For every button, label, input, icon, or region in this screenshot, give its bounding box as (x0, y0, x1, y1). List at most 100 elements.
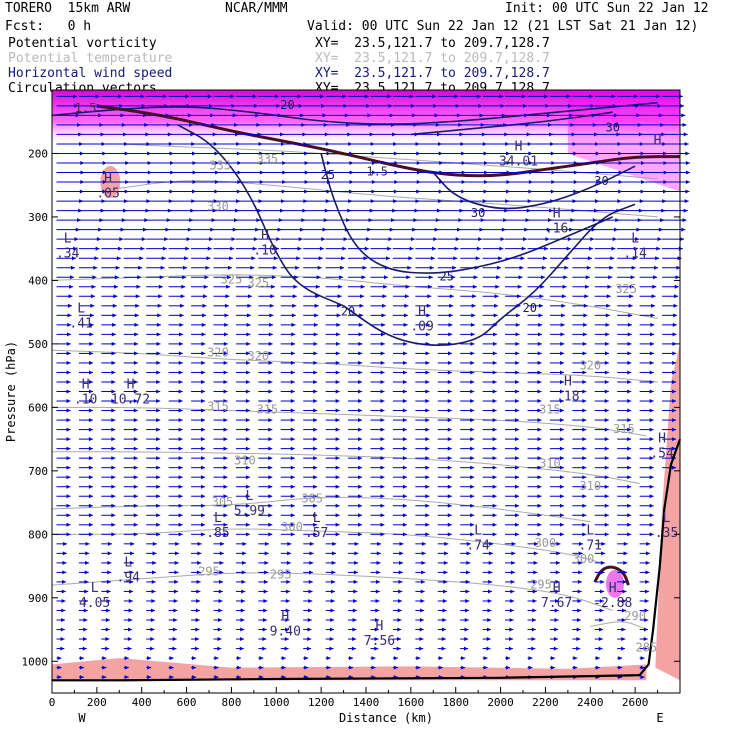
circulation-vector (392, 522, 407, 527)
circulation-vector (235, 313, 251, 318)
vector-head (62, 570, 67, 575)
vector-head (156, 399, 161, 404)
vector-head (111, 427, 116, 432)
vector-head (449, 303, 454, 308)
circulation-vector (594, 608, 604, 613)
vector-head (297, 246, 302, 251)
vector-head (224, 322, 229, 327)
vector-head (240, 608, 245, 613)
circulation-vector (572, 351, 587, 356)
circulation-vector (549, 627, 559, 632)
circulation-vector (482, 418, 497, 423)
circulation-vector (527, 446, 542, 451)
circulation-vector (101, 370, 116, 375)
vector-head (537, 465, 542, 470)
circulation-vector (146, 246, 167, 251)
vector-head (380, 465, 385, 470)
circulation-vector (549, 332, 565, 337)
vector-head (649, 370, 654, 375)
vector-head (441, 646, 446, 651)
vector-head (313, 322, 318, 327)
vector-head (133, 418, 138, 423)
circulation-vector (78, 446, 93, 451)
vector-head (174, 570, 179, 575)
circulation-vector (437, 265, 457, 270)
vector-head (650, 322, 655, 327)
circulation-vector (348, 303, 364, 308)
vector-head (425, 408, 430, 413)
vector-head (63, 541, 68, 546)
circulation-vector (168, 608, 178, 613)
vector-head (290, 513, 295, 518)
vector-head (326, 656, 331, 661)
circulation-vector (280, 313, 296, 318)
circulation-vector (348, 465, 363, 470)
circulation-vector (437, 475, 452, 480)
vector-head (107, 570, 112, 575)
vector-head (158, 294, 163, 299)
circulation-vector (370, 103, 393, 108)
vector-head (195, 627, 200, 632)
vector-head (88, 503, 93, 508)
circulation-vector (392, 408, 407, 413)
vector-head (263, 598, 268, 603)
circulation-vector (527, 313, 543, 318)
circulation-vector (549, 570, 560, 575)
circulation-vector (460, 379, 475, 384)
circulation-vector (56, 246, 78, 251)
circulation-vector (594, 522, 609, 527)
circulation-vector (549, 437, 564, 442)
circulation-vector (325, 94, 347, 99)
circulation-vector (280, 465, 295, 470)
vector-head (627, 389, 632, 394)
circulation-vector (191, 494, 206, 499)
circulation-vector (303, 532, 318, 537)
circulation-vector (235, 341, 251, 346)
vector-head (152, 551, 157, 556)
vector-head (358, 418, 363, 423)
circulation-vector (235, 113, 260, 118)
circulation-vector (168, 341, 183, 346)
circulation-vector (56, 418, 71, 423)
circulation-vector (325, 218, 351, 223)
circulation-vector (482, 208, 509, 213)
vector-head (270, 294, 275, 299)
vector-head (220, 541, 225, 546)
vector-head (426, 303, 431, 308)
vector-head (359, 313, 364, 318)
circulation-vector (505, 341, 520, 346)
vector-head (245, 503, 250, 508)
circulation-vector (594, 618, 604, 623)
vector-head (537, 360, 542, 365)
circulation-vector (392, 560, 403, 565)
vector-head (263, 579, 268, 584)
circulation-vector (191, 551, 202, 556)
vector-head (508, 646, 513, 651)
circulation-vector (392, 446, 407, 451)
vector-head (464, 637, 469, 642)
circulation-vector (258, 370, 273, 375)
circulation-vector (460, 589, 470, 594)
vector-head (598, 646, 603, 651)
circulation-vector (594, 313, 610, 318)
circulation-vector (549, 608, 559, 613)
vector-head (384, 265, 389, 270)
vector-head (559, 408, 564, 413)
circulation-vector (527, 418, 542, 423)
circulation-vector (348, 256, 368, 261)
circulation-vector (123, 437, 138, 442)
circulation-vector (594, 294, 611, 299)
vector-head (364, 94, 369, 99)
vector-head (402, 446, 407, 451)
circulation-vector (280, 218, 306, 223)
vector-head (577, 608, 582, 613)
circulation-vector (146, 351, 161, 356)
circulation-vector (639, 589, 649, 594)
circulation-vector (594, 637, 603, 642)
circulation-vector (78, 322, 94, 327)
circulation-vector (572, 522, 587, 527)
circulation-vector (572, 427, 587, 432)
vector-head (398, 579, 403, 584)
vector-head (493, 313, 498, 318)
vector-head (298, 103, 303, 108)
